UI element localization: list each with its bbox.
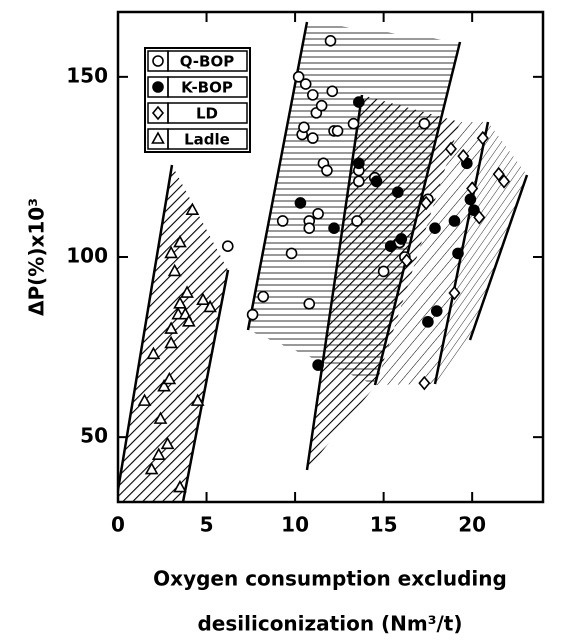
point [321,164,333,177]
legend-box [167,128,248,150]
point [351,215,363,227]
x-tick-label: 20 [458,513,486,537]
point [312,359,324,371]
point [306,132,319,144]
point [173,479,187,493]
point [306,89,319,101]
point [173,234,187,248]
point [299,78,312,90]
point [464,193,477,206]
point [167,263,182,277]
k-bop-region-2 [376,122,488,385]
point [448,285,461,301]
point [444,141,457,157]
point [173,296,187,309]
y-tick-label: 150 [66,63,108,87]
point [276,215,289,227]
legend-label: LD [196,105,218,123]
legend-label: Ladle [184,131,230,149]
point [384,240,397,252]
y-tick-label: 50 [80,424,108,448]
point [246,308,259,321]
point [185,202,200,215]
point [324,35,337,47]
point [164,321,178,334]
legend-marker [152,81,164,93]
point [328,222,340,234]
legend-marker [151,105,165,121]
x-tick-label: 10 [281,513,309,537]
point [353,96,365,108]
point [400,253,413,268]
point [377,265,390,278]
y-tick-label: 100 [66,244,108,268]
point [391,186,404,198]
point [137,393,152,406]
point [312,207,324,220]
point [162,371,177,385]
point [315,99,328,112]
point [196,292,210,306]
x-tick-label: 5 [200,513,214,537]
point [144,461,159,475]
point [303,298,316,310]
legend-box [167,50,248,72]
x-tick-label: 0 [111,513,125,537]
point [448,215,461,227]
x-axis-label: desiliconization (Nm³/t) [197,612,462,636]
point [466,181,479,196]
point [303,222,316,234]
point [353,175,365,188]
point [370,175,383,188]
legend-marker [152,55,164,67]
point [473,210,486,225]
legend-label: K-BOP [181,79,233,97]
point [452,247,464,260]
point [146,346,161,360]
legend-label: Q-BOP [180,53,234,71]
point [164,245,178,259]
point [298,121,310,134]
y-axis-label: ΔP(%)x10³ [25,198,49,316]
point [221,240,234,252]
x-axis-label: Oxygen consumption excluding [153,567,507,591]
point [160,436,175,450]
k-bop-region [307,95,460,470]
legend-box [167,102,248,124]
point [422,316,434,328]
point [257,290,270,303]
point [180,285,194,298]
point [285,247,298,260]
point [292,71,305,83]
point [181,314,196,327]
point [498,174,511,189]
point [468,204,480,216]
point [457,148,470,164]
point [430,305,443,317]
point [418,375,431,391]
point [151,447,166,460]
point [492,166,505,182]
point [164,335,178,349]
point [190,393,205,406]
point [331,125,344,137]
point [420,195,433,211]
point [429,222,441,234]
point [347,117,360,130]
point [294,197,307,209]
legend [144,47,251,153]
point [326,85,339,98]
point [157,379,171,392]
point [418,117,431,130]
legend-marker [151,131,165,144]
legend-box [167,76,248,98]
point [395,233,408,245]
point [353,157,365,170]
x-tick-label: 15 [370,513,398,537]
point [476,130,489,146]
point [153,411,168,424]
point [203,299,217,313]
